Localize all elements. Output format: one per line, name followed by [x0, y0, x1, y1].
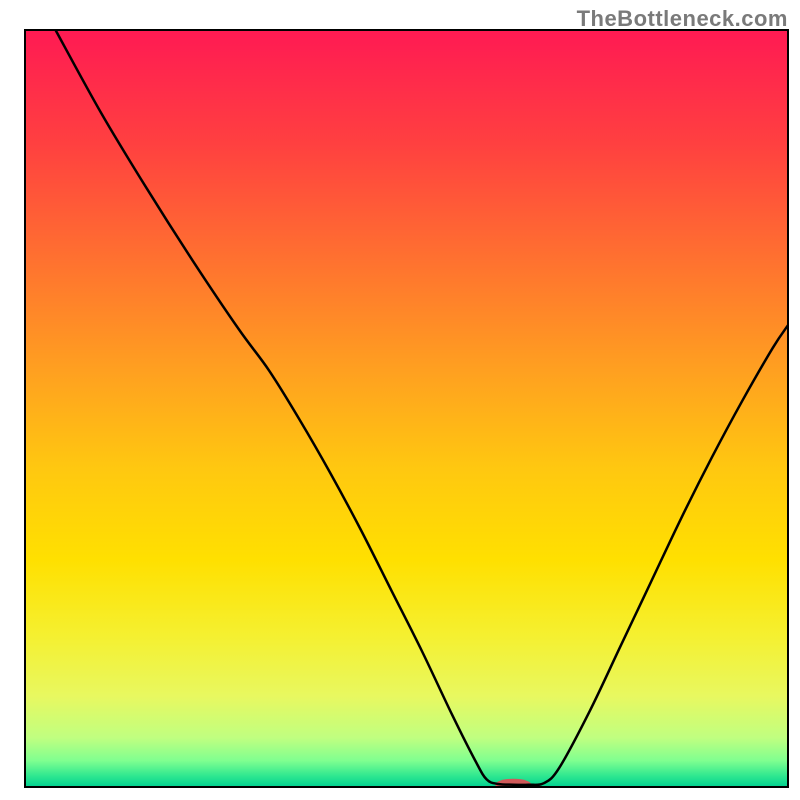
gradient-background — [25, 30, 788, 787]
bottleneck-chart — [0, 0, 800, 800]
watermark-text: TheBottleneck.com — [577, 6, 788, 32]
chart-container: { "watermark": { "text": "TheBottleneck.… — [0, 0, 800, 800]
